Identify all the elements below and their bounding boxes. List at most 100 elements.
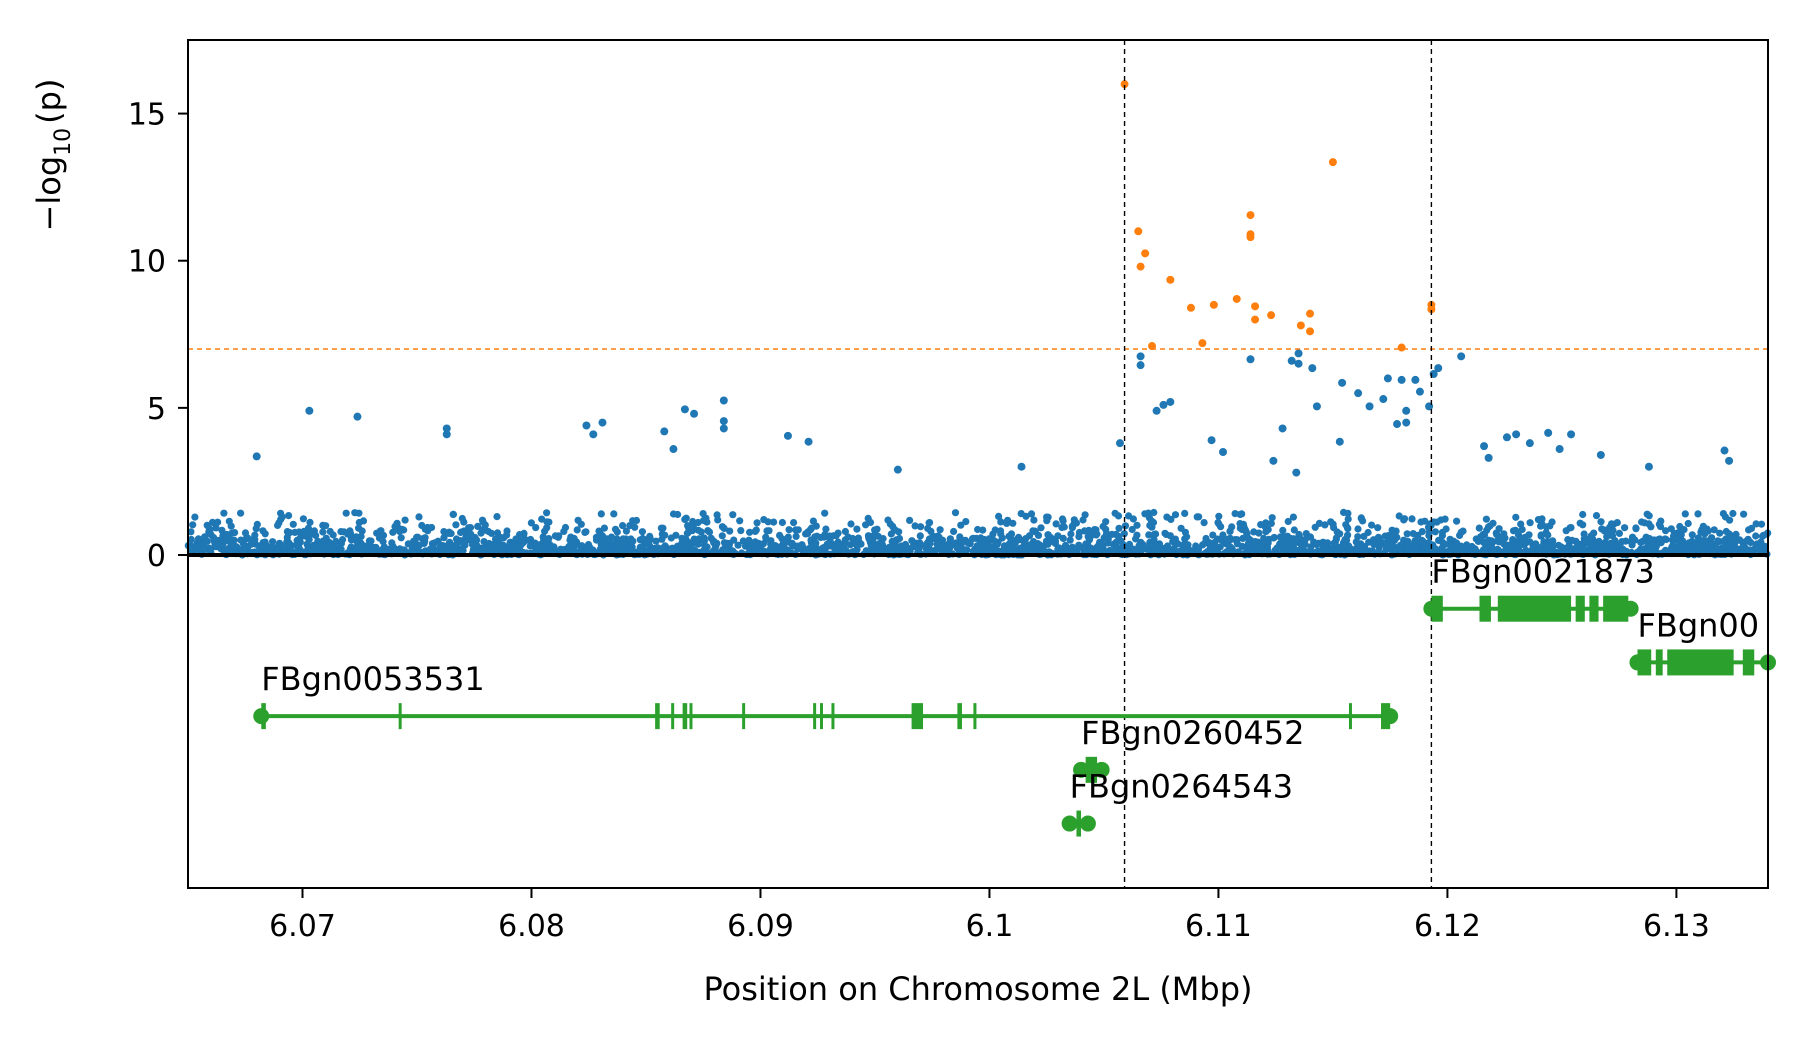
sub-threshold-point bbox=[1354, 389, 1363, 398]
background-point bbox=[539, 533, 547, 541]
background-point bbox=[969, 535, 977, 543]
x-tick-label: 6.08 bbox=[498, 909, 565, 944]
y-axis-title-main: −log bbox=[30, 156, 68, 232]
background-point bbox=[1725, 530, 1733, 538]
background-point bbox=[718, 532, 726, 540]
background-point bbox=[473, 541, 481, 549]
background-point bbox=[1037, 524, 1045, 532]
background-point bbox=[1521, 539, 1529, 547]
background-point bbox=[637, 545, 645, 553]
sub-threshold-point bbox=[1294, 359, 1303, 368]
sub-threshold-point bbox=[1383, 374, 1392, 383]
background-point bbox=[1080, 527, 1089, 535]
background-point bbox=[388, 539, 396, 547]
background-point bbox=[1344, 525, 1352, 533]
background-point bbox=[841, 527, 850, 536]
background-point bbox=[1417, 518, 1425, 526]
background-point bbox=[826, 536, 834, 545]
background-point bbox=[223, 530, 231, 539]
background-point bbox=[619, 535, 627, 543]
background-point bbox=[1611, 537, 1619, 545]
background-point bbox=[1512, 513, 1520, 521]
background-point bbox=[1411, 546, 1419, 555]
background-point bbox=[1495, 525, 1503, 533]
background-point bbox=[396, 527, 404, 536]
background-point bbox=[884, 516, 892, 524]
background-point bbox=[854, 534, 863, 542]
background-point bbox=[481, 545, 489, 554]
exon-block bbox=[1603, 595, 1629, 622]
background-point bbox=[1133, 531, 1141, 539]
background-point bbox=[1258, 539, 1267, 547]
background-point bbox=[667, 534, 675, 542]
background-point bbox=[1548, 542, 1556, 550]
reference-lines bbox=[188, 40, 1768, 888]
background-point bbox=[689, 523, 697, 531]
background-point bbox=[1245, 540, 1253, 549]
x-tick-label: 6.13 bbox=[1643, 909, 1710, 944]
background-point bbox=[1132, 547, 1140, 555]
background-point bbox=[375, 534, 384, 542]
background-point bbox=[377, 527, 385, 535]
sub-threshold-point bbox=[1415, 387, 1424, 396]
background-point bbox=[397, 534, 405, 542]
sub-threshold-point bbox=[1365, 402, 1374, 411]
background-point bbox=[326, 527, 334, 536]
sub-threshold-point bbox=[1567, 430, 1576, 439]
background-point bbox=[1032, 546, 1040, 555]
background-point bbox=[999, 547, 1007, 555]
background-point bbox=[1177, 524, 1185, 532]
background-point bbox=[895, 534, 904, 543]
background-point bbox=[606, 537, 614, 545]
background-point bbox=[1638, 518, 1646, 526]
sub-threshold-point bbox=[1411, 375, 1420, 384]
background-point bbox=[804, 530, 812, 538]
gene-track: FBgn0264543 bbox=[1061, 768, 1293, 837]
background-point bbox=[357, 532, 365, 541]
background-point bbox=[1501, 534, 1509, 542]
exon-block bbox=[261, 703, 266, 730]
background-point bbox=[581, 528, 589, 537]
background-point bbox=[1268, 514, 1276, 522]
background-point bbox=[1381, 541, 1389, 549]
background-point bbox=[285, 511, 293, 520]
sub-threshold-point bbox=[1720, 446, 1729, 455]
significant-point bbox=[1209, 300, 1218, 309]
background-point bbox=[332, 537, 340, 546]
background-point bbox=[989, 546, 997, 554]
exon-block bbox=[813, 703, 817, 730]
background-point bbox=[936, 526, 944, 534]
background-point bbox=[452, 521, 460, 529]
significant-point bbox=[1267, 311, 1276, 320]
background-point bbox=[1708, 534, 1716, 542]
background-point bbox=[499, 543, 507, 551]
background-point bbox=[1408, 515, 1416, 523]
background-point bbox=[1075, 533, 1083, 541]
background-point bbox=[938, 536, 947, 544]
background-point bbox=[1332, 535, 1340, 543]
background-point bbox=[610, 510, 618, 518]
x-tick-label: 6.11 bbox=[1185, 909, 1252, 944]
background-point bbox=[449, 510, 457, 518]
background-point bbox=[734, 541, 742, 549]
background-point bbox=[1233, 536, 1241, 544]
background-point bbox=[1537, 531, 1545, 539]
plot-frame bbox=[187, 39, 1769, 889]
significant-point bbox=[1148, 342, 1157, 351]
background-point bbox=[440, 534, 448, 542]
background-point bbox=[1716, 529, 1724, 537]
background-point bbox=[1744, 535, 1752, 543]
background-point bbox=[720, 524, 728, 533]
background-point bbox=[953, 544, 961, 552]
exon-block bbox=[911, 703, 924, 730]
background-point bbox=[1085, 534, 1093, 543]
background-point bbox=[1517, 520, 1525, 528]
background-point bbox=[1435, 536, 1443, 545]
background-point bbox=[1027, 510, 1036, 518]
background-point bbox=[1304, 533, 1312, 541]
background-point bbox=[1418, 528, 1426, 536]
background-point bbox=[1082, 544, 1090, 552]
background-point bbox=[737, 527, 745, 535]
background-point bbox=[784, 547, 792, 555]
background-point bbox=[926, 539, 934, 548]
